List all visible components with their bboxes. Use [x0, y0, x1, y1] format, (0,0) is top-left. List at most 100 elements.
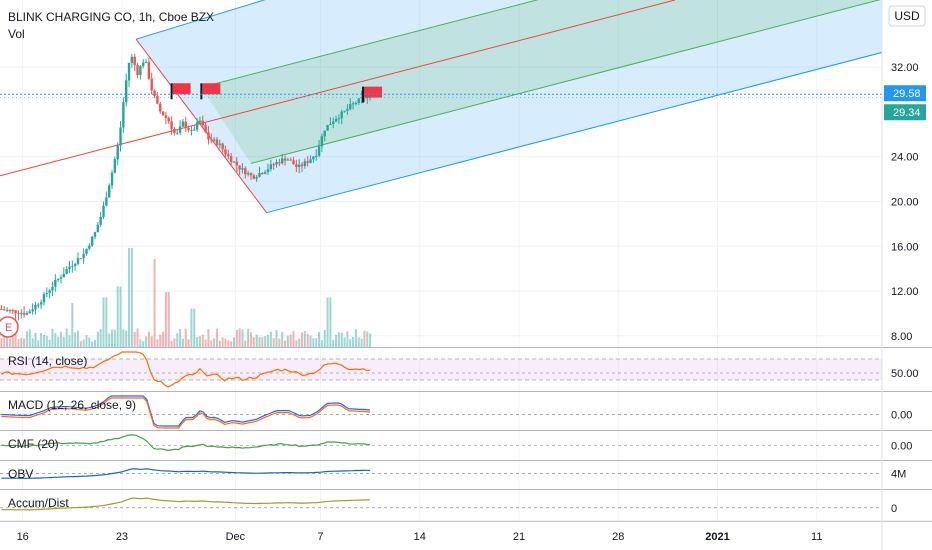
volume-bar — [136, 328, 139, 347]
candles — [0, 53, 372, 321]
candle-body — [42, 294, 46, 303]
volume-bar — [20, 337, 23, 347]
indicator-line — [1, 351, 371, 388]
volume-bar — [147, 331, 150, 347]
candle-body — [65, 269, 68, 274]
volume-bar — [352, 336, 355, 347]
pane-tick-label: 0.00 — [891, 441, 912, 453]
volume-bar — [150, 336, 153, 347]
candle-body — [249, 173, 253, 176]
volume-bar — [349, 339, 352, 347]
pitchfork[interactable] — [0, 0, 902, 214]
candle-body — [37, 304, 40, 306]
candle-body — [181, 121, 185, 127]
volume-bar — [167, 292, 170, 347]
volume-bar — [301, 332, 304, 347]
volume-bar — [23, 338, 26, 347]
volume-bar — [37, 340, 40, 347]
volume-bar — [3, 329, 6, 347]
volume-bar — [179, 329, 182, 347]
volume-bar — [337, 332, 340, 347]
candle-body — [178, 126, 182, 133]
volume-bar — [218, 340, 221, 347]
time-tick-label: 2021 — [705, 531, 729, 543]
volume-bar — [6, 331, 9, 347]
volume-bar — [303, 331, 306, 347]
candle-body — [320, 136, 324, 147]
candle-body — [232, 161, 236, 163]
volume-bar — [261, 337, 264, 347]
pitchfork-upper-inner — [201, 0, 539, 88]
volume-bar — [8, 338, 11, 347]
volume-bar — [79, 341, 82, 347]
volume-bar — [281, 331, 284, 347]
indicator-label: OBV — [8, 467, 33, 481]
volume-bar — [62, 336, 65, 347]
candle-body — [173, 129, 176, 134]
volume-bar — [241, 329, 244, 347]
pitchfork-outer-fill — [136, 0, 882, 213]
candle-body — [54, 279, 57, 287]
candle-body — [0, 308, 3, 310]
volume-bar — [0, 338, 3, 347]
candle-body — [25, 313, 29, 315]
candle-body — [360, 97, 363, 99]
volume-bar — [176, 333, 179, 347]
candle-body — [229, 156, 233, 163]
volume-bar — [142, 341, 145, 347]
volume-bar — [232, 337, 235, 347]
candle-body — [292, 160, 295, 165]
flag-icon[interactable] — [202, 83, 221, 95]
price-tick-label: 24.00 — [891, 152, 919, 164]
volume-bar — [88, 337, 91, 347]
candle-body — [280, 158, 284, 164]
pane-tick-label: 0 — [891, 503, 897, 515]
flag-icon[interactable] — [172, 83, 191, 95]
candle-body — [39, 302, 43, 305]
candle-body — [22, 312, 26, 315]
volume-bar — [153, 259, 156, 347]
time-axis[interactable]: 16 23 Dec 7 14 21 28 2021 11 — [0, 520, 932, 543]
volume-bar — [170, 341, 173, 347]
volume-bar — [164, 292, 167, 347]
volume-bar — [139, 339, 142, 347]
volume-bar — [284, 340, 287, 347]
candle-body — [329, 124, 332, 126]
volume-bar — [133, 331, 136, 347]
volume-bar — [247, 328, 250, 347]
pitchfork-median — [0, 0, 676, 177]
volume-bar — [187, 339, 190, 347]
volume-bar — [326, 297, 329, 347]
volume-bar — [224, 338, 227, 347]
currency-button[interactable]: USD — [888, 5, 926, 27]
volume-bar — [360, 338, 363, 347]
candle-body — [261, 172, 264, 174]
volume-bar — [343, 337, 346, 347]
volume-bar — [204, 339, 207, 347]
candle-body — [204, 125, 207, 133]
volume-bar — [230, 341, 233, 347]
time-tick-label: 14 — [414, 531, 426, 543]
volume-bar — [198, 336, 201, 347]
volume-bar — [145, 336, 148, 347]
price-axis[interactable]: 32.00 29.58 29.34 24.00 20.00 16.00 12.00 8.00 — [881, 0, 926, 550]
volume-bar — [244, 340, 247, 347]
price-tick-label: 20.00 — [891, 196, 919, 208]
earnings-marker[interactable]: E — [0, 316, 19, 338]
volume-bar — [272, 338, 275, 347]
candle-body — [340, 111, 343, 119]
volume-bar — [68, 335, 71, 347]
volume-bar — [59, 331, 62, 347]
candle-body — [363, 97, 366, 99]
candle-body — [272, 164, 275, 166]
candle-body — [59, 277, 63, 279]
candle-body — [99, 216, 102, 225]
flag-icon[interactable] — [364, 86, 383, 98]
price-tag — [884, 85, 926, 102]
candle-body — [346, 109, 349, 111]
volume-bar — [369, 333, 372, 347]
candle-body — [56, 278, 60, 280]
candle-body — [193, 129, 196, 131]
candle-body — [312, 156, 315, 160]
